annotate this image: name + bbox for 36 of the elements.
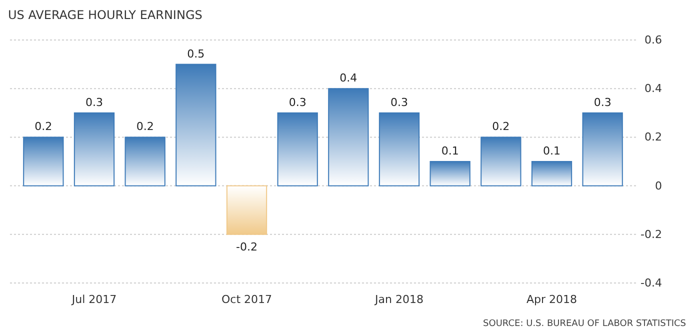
x-tick-label: Jul 2017 [70, 292, 117, 306]
data-label: 0.2 [34, 120, 52, 134]
y-tick-label: 0.6 [644, 34, 662, 47]
y-tick-label: -0.2 [640, 228, 662, 241]
y-tick-label: -0.4 [640, 276, 662, 290]
y-tick-label: 0.2 [644, 130, 662, 144]
data-label: 0.2 [492, 120, 510, 134]
x-tick-label: Oct 2017 [221, 292, 272, 306]
y-tick-label: 0 [655, 179, 662, 192]
y-tick-label: 0.4 [644, 82, 662, 96]
x-tick-label: Jan 2018 [374, 292, 424, 306]
data-label: 0.1 [543, 144, 560, 158]
bar [430, 161, 470, 186]
data-label: 0.1 [441, 144, 459, 158]
data-label: 0.3 [86, 96, 103, 109]
data-label: 0.3 [288, 96, 306, 109]
bar [277, 112, 318, 186]
chart-title: US AVERAGE HOURLY EARNINGS [8, 8, 202, 22]
source-note: SOURCE: U.S. BUREAU OF LABOR STATISTICS [483, 319, 686, 329]
bar [176, 64, 216, 186]
bar [582, 112, 623, 186]
bar [124, 136, 166, 186]
data-label: 0.3 [390, 96, 408, 109]
bar [23, 136, 64, 186]
bar [328, 88, 369, 186]
data-label: 0.2 [136, 120, 154, 134]
x-tick-label: Apr 2018 [526, 292, 578, 306]
bar [480, 136, 522, 186]
bar [378, 112, 420, 186]
bar [531, 161, 572, 186]
bar [74, 112, 115, 186]
data-label: 0.4 [340, 72, 358, 85]
bar [226, 185, 268, 235]
data-label: -0.2 [236, 240, 258, 254]
data-label: 0.3 [594, 96, 612, 109]
data-label: 0.5 [187, 47, 205, 60]
